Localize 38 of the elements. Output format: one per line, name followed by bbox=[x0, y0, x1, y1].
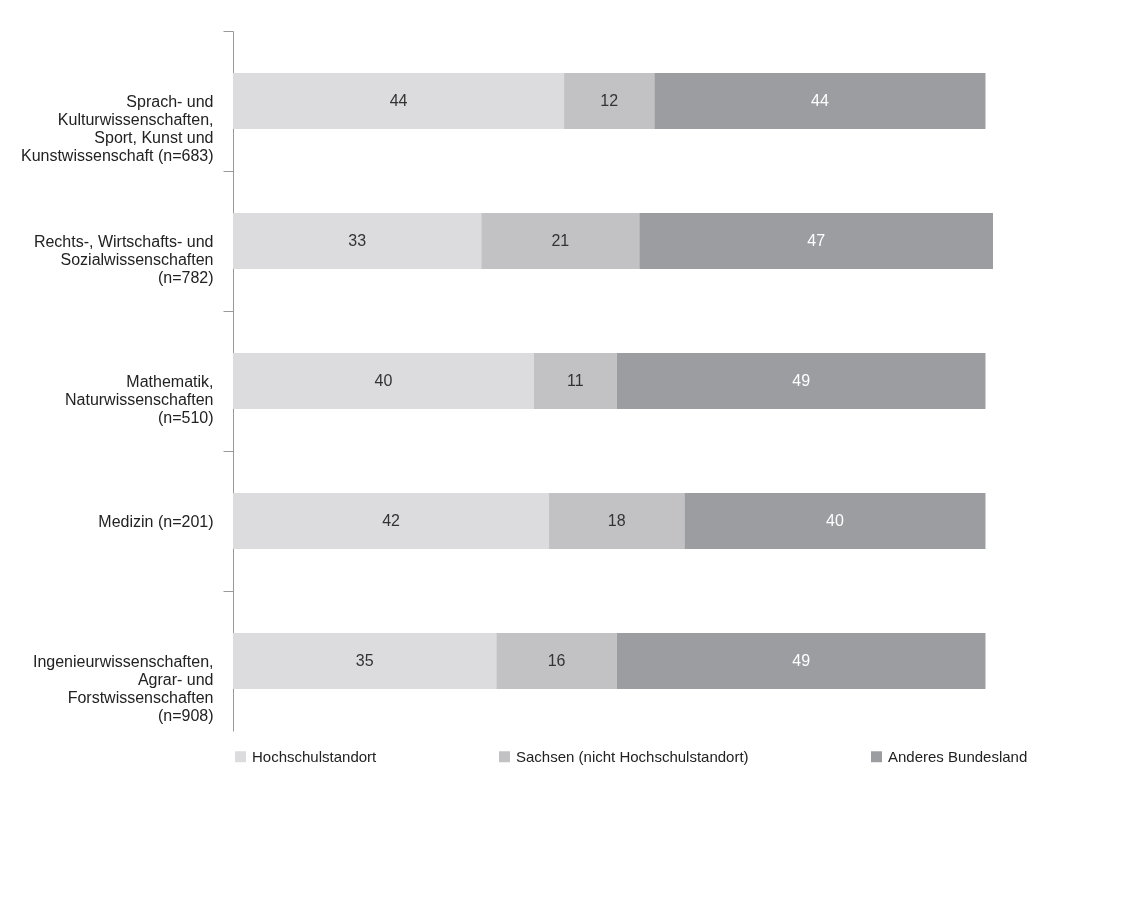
data-label: 42 bbox=[382, 512, 401, 529]
y-tick-label: Sprach- und Kulturwissenschaften, Sport, Kunst und Kunstwissenschaft (n=683) bbox=[20, 92, 214, 164]
bar bbox=[639, 213, 993, 269]
data-label: 40 bbox=[374, 372, 393, 389]
legend-label: Anderes Bundesland bbox=[888, 747, 1028, 765]
y-tick-label: Rechts-, Wirtschafts- und Sozialwissenschaften (n=782) bbox=[33, 232, 214, 286]
data-label: 40 bbox=[826, 512, 844, 529]
data-label: 11 bbox=[567, 372, 584, 389]
y-tick-label: Ingenieurwissenschaften, Agrar- und Forstwissenschaften (n=908) bbox=[32, 652, 214, 724]
bar bbox=[233, 633, 497, 689]
data-label: 44 bbox=[811, 92, 829, 109]
y-tick-label: Mathematik, Naturwissenschaften (n=510) bbox=[64, 372, 214, 426]
data-label: 16 bbox=[547, 652, 566, 669]
bar bbox=[654, 73, 986, 129]
bar bbox=[564, 73, 655, 129]
data-label: 49 bbox=[792, 652, 811, 669]
bar bbox=[616, 633, 986, 689]
bar bbox=[549, 493, 685, 549]
legend-label: Hochschulstandort bbox=[252, 747, 378, 765]
data-label: 18 bbox=[607, 512, 626, 529]
y-tick-label: Medizin (n=201) bbox=[98, 512, 214, 530]
bar bbox=[481, 213, 640, 269]
data-label: 49 bbox=[792, 372, 811, 389]
bar bbox=[533, 353, 617, 409]
data-label: 47 bbox=[807, 232, 826, 249]
data-label: 33 bbox=[348, 232, 367, 249]
data-label: 35 bbox=[355, 652, 374, 669]
bar bbox=[616, 353, 986, 409]
data-label: 44 bbox=[389, 92, 408, 109]
bar bbox=[233, 493, 550, 549]
bar bbox=[233, 73, 565, 129]
bar bbox=[233, 213, 482, 269]
bar bbox=[684, 493, 986, 549]
bar bbox=[233, 353, 534, 409]
legend-label: Sachsen (nicht Hochschulstandort) bbox=[516, 747, 749, 765]
data-label: 12 bbox=[600, 92, 619, 109]
data-label: 21 bbox=[551, 232, 570, 249]
bar bbox=[496, 633, 617, 689]
